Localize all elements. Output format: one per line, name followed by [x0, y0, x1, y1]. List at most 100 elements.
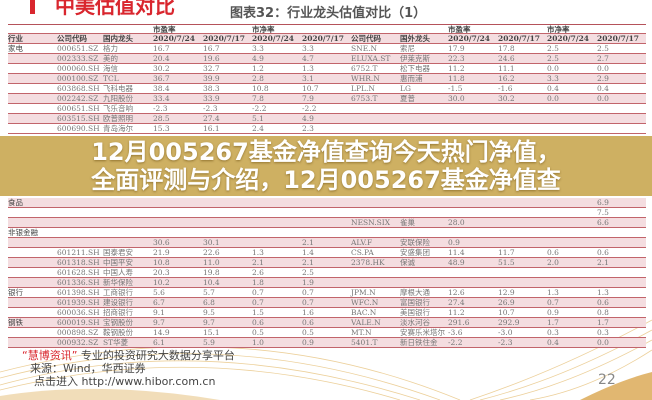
domestic-leader-cell: 招商银行 [103, 308, 133, 317]
industry-cell: 钢铁 [8, 318, 23, 327]
table-row: 非银金融 [8, 228, 646, 238]
domestic-pb-0717-cell: 2.1 [302, 238, 314, 247]
headline-banner: 12月005267基金净值查询今天热门净值， 全面评测与介绍，12月005267… [0, 136, 652, 196]
domestic-pb-0724-cell: 4.9 [252, 54, 264, 63]
chart-title: 图表32：行业龙头估值对比（1） [230, 6, 427, 21]
foreign-pe-0717-cell: 30.2 [498, 94, 515, 103]
foreign-leader-cell: 夏普 [400, 94, 415, 103]
foreign-leader-cell: 伊莱克斯 [400, 54, 430, 63]
table-row: 603868.SH 飞科电器 38.4 38.3 10.8 10.7 LPL.N LG -1.5… [8, 84, 646, 94]
foreign-pb-0717-cell: 6.9 [597, 198, 609, 207]
domestic-pb-0717-cell: 10.7 [302, 84, 319, 93]
foreign-leader-cell: LG [400, 84, 411, 93]
domestic-pe-0724-cell: 20.4 [153, 54, 170, 63]
domestic-pe-0717-cell: 19.8 [203, 268, 220, 277]
table-row: 600690.SH 青岛海尔 15.3 16.1 2.4 2.3 [8, 124, 646, 134]
domestic-pb-0717-cell: 0.5 [302, 328, 314, 337]
domestic-pe-0724-cell: 30.2 [153, 64, 170, 73]
foreign-pb-0724-cell: 2.5 [547, 44, 559, 53]
domestic-pb-0724-cell: 5.1 [252, 114, 264, 123]
domestic-code-cell: 002333.SZ [57, 54, 99, 63]
domestic-pb-0717-cell: 1.6 [302, 308, 314, 317]
foreign-pe-0724-cell: 11.2 [448, 308, 465, 317]
table-row: 002242.SZ 九阳股份 33.4 33.9 7.8 7.9 6753.T 夏普 30.0 3… [8, 94, 646, 104]
table-row: 603515.SH 欧普照明 28.5 27.4 5.1 4.9 [8, 114, 646, 124]
domestic-code-cell: 000100.SZ [57, 74, 99, 83]
domestic-leader-cell: 中国平安 [103, 258, 133, 267]
domestic-code-cell: 603868.SH [57, 84, 100, 93]
domestic-pb-0717-cell: 1.3 [302, 64, 314, 73]
foreign-pe-0717-cell: 26.9 [498, 298, 515, 307]
foreign-pe-0717-header: 2020/7/17 [498, 34, 541, 43]
foreign-leader-cell: 保诚 [400, 258, 415, 267]
domestic-pe-0717-cell: 10.4 [203, 278, 220, 287]
foreign-pb-0724-cell: 1.7 [547, 318, 559, 327]
foreign-pb-0724-cell: 0.7 [547, 298, 559, 307]
domestic-pb-0724-cell: 1.5 [252, 308, 264, 317]
domestic-pe-0717-cell: 5.9 [203, 338, 215, 347]
domestic-leader-cell: 工商银行 [103, 288, 133, 297]
title-accent-bar [30, 0, 35, 14]
domestic-leader-cell: 青岛海尔 [103, 124, 133, 133]
domestic-pe-0724-cell: 28.5 [153, 114, 170, 123]
foreign-code-cell: ELUXA.ST [351, 54, 391, 63]
domestic-pe-0724-cell: 5.6 [153, 288, 165, 297]
table-row: 601211.SH 国泰君安 21.9 22.6 1.3 1.4 CS.PA 安盛集团 11.4… [8, 248, 646, 258]
foreign-code-cell: 5401.T [351, 338, 378, 347]
domestic-pe-0717-cell: 22.6 [203, 248, 220, 257]
foreign-leader-cell: 摩根大通 [400, 288, 430, 297]
domestic-pe-0724-cell: 33.4 [153, 94, 170, 103]
foreign-pb-0717-cell: 0.8 [597, 308, 609, 317]
domestic-code-cell: 000651.SZ [57, 44, 99, 53]
domestic-pe-0717-cell: 38.3 [203, 84, 220, 93]
foreign-pb-0717-cell: 0.6 [597, 298, 609, 307]
foreign-pe-0724-cell: 17.9 [448, 44, 465, 53]
table-row: 食品 6.9 [8, 198, 646, 208]
foreign-pe-0717-cell: 11.7 [498, 248, 515, 257]
domestic-pb-0724-cell: 0.7 [252, 288, 264, 297]
domestic-pe-0724-cell: 21.9 [153, 248, 170, 257]
domestic-pe-0724-cell: 36.7 [153, 74, 170, 83]
table-row: 601318.SH 中国平安 10.8 11.0 2.1 2.1 2378.HK 保诚 48.9… [8, 258, 646, 268]
foreign-pb-0724-cell: 0.0 [547, 94, 559, 103]
foreign-leader-cell: 美国银行 [400, 308, 430, 317]
foreign-pe-0717-cell: 10.7 [498, 308, 515, 317]
table-row: 002333.SZ 美的 20.4 19.6 4.9 4.7 ELUXA.ST 伊莱克斯 22.… [8, 54, 646, 64]
table-row: 银行 601398.SH 工商银行 5.6 5.7 0.7 0.7 JPM.N 摩根大通 12.6… [8, 288, 646, 298]
domestic-pe-0717-cell: 39.9 [203, 74, 220, 83]
footer-link[interactable]: 点击进入 http://www.hibor.com.cn [34, 375, 216, 388]
foreign-code-cell: SNE.N [351, 44, 378, 53]
domestic-code-cell: 600690.SH [57, 124, 100, 133]
foreign-code-cell: 6752.T [351, 64, 378, 73]
foreign-pe-0724-cell: 48.9 [448, 258, 465, 267]
domestic-pe-0717-cell: 9.7 [203, 318, 215, 327]
domestic-pb-0717-cell: -2.2 [302, 104, 317, 113]
domestic-pb-0724-cell: 0.5 [252, 328, 264, 337]
foreign-pe-0724-cell: 11.8 [448, 74, 465, 83]
foreign-code-cell: WHR.N [351, 74, 380, 83]
domestic-pe-0724-cell: 6.1 [153, 338, 165, 347]
domestic-code-cell: 601628.SH [57, 268, 100, 277]
domestic-pe-0724-cell: 38.4 [153, 84, 170, 93]
domestic-pe-0724-cell: 30.6 [153, 238, 170, 247]
domestic-leader-cell: 美的 [103, 54, 118, 63]
domestic-pb-0724-cell: 2.1 [252, 258, 264, 267]
industry-header: 行业 [8, 34, 23, 43]
foreign-pe-0717-cell: 12.9 [498, 288, 515, 297]
domestic-pe-0724-cell: 14.9 [153, 328, 170, 337]
domestic-leader-cell: 建设银行 [103, 298, 133, 307]
valuation-table-top: 市盈率 市净率 市盈率 市净率 行业 公司代码 国内龙头 2020/7/24 2020/… [8, 24, 646, 134]
domestic-pe-0717-cell: 16.7 [203, 44, 220, 53]
domestic-code-cell: 600036.SH [57, 308, 100, 317]
table-row: 601336.SH 新华保险 10.2 10.4 1.8 1.9 [8, 278, 646, 288]
foreign-pb-0717-cell: 7.5 [597, 208, 609, 217]
domestic-pe-0717-cell: 30.1 [203, 238, 220, 247]
domestic-pb-0724-cell: 1.0 [252, 338, 264, 347]
foreign-pe-0724-cell: -3.6 [448, 328, 463, 337]
domestic-pb-0717-cell: 0.6 [302, 318, 314, 327]
footer-source: 来源：Wind，华西证券 [30, 362, 146, 375]
domestic-code-cell: 601211.SH [57, 248, 100, 257]
page-number: 22 [598, 372, 616, 388]
table-row: 600651.SH 飞乐音响 -2.3 -2.3 -2.2 -2.2 [8, 104, 646, 114]
foreign-pb-0717-cell: 2.5 [597, 44, 609, 53]
